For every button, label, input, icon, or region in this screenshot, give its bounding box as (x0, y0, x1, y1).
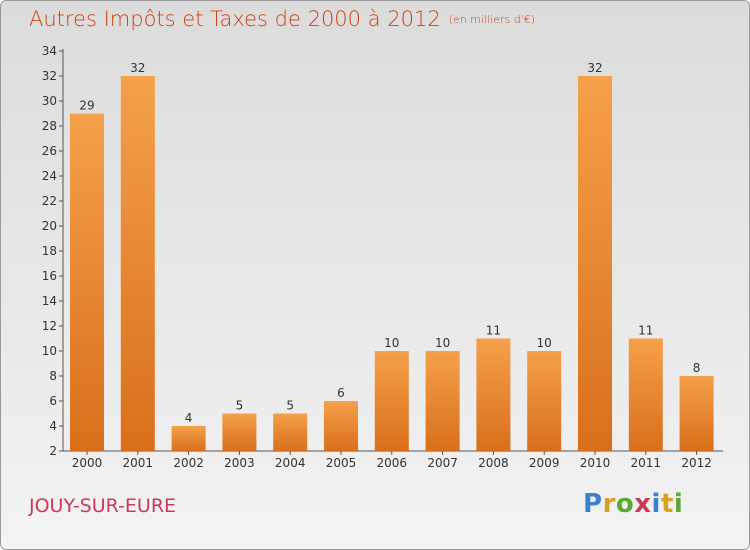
y-tick-label: 26 (42, 144, 57, 158)
x-tick-label: 2008 (478, 456, 509, 470)
logo-letter: r (602, 489, 616, 519)
logo-letter: i (673, 489, 684, 519)
x-tick-label: 2007 (427, 456, 458, 470)
chart-subtitle: (en milliers d'€) (448, 13, 535, 26)
bar-value-label: 10 (435, 336, 450, 350)
commune-name: JOUY-SUR-EURE (29, 495, 177, 517)
bar (120, 76, 155, 451)
bar (679, 376, 714, 451)
x-tick-label: 2012 (681, 456, 712, 470)
bar-value-label: 11 (486, 324, 501, 338)
bar (425, 351, 460, 451)
bar (171, 426, 206, 451)
logo-letter: x (634, 489, 652, 519)
x-tick-label: 2003 (224, 456, 255, 470)
bar-value-label: 32 (130, 61, 145, 75)
bar-value-label: 4 (185, 411, 193, 425)
x-tick-label: 2004 (275, 456, 306, 470)
y-tick-label: 12 (42, 319, 57, 333)
x-tick-label: 2010 (580, 456, 611, 470)
y-tick-label: 18 (42, 244, 57, 258)
bar (324, 401, 358, 451)
bar (374, 351, 409, 451)
x-tick-label: 2006 (377, 456, 408, 470)
bar (628, 338, 663, 451)
y-tick-label: 28 (42, 119, 57, 133)
bar-value-label: 5 (286, 399, 294, 413)
bar-value-label: 8 (693, 361, 701, 375)
y-tick-label: 20 (42, 219, 57, 233)
logo-letter: i (651, 489, 661, 519)
y-tick-label: 4 (49, 419, 57, 433)
bar-value-label: 10 (537, 336, 552, 350)
y-tick-label: 8 (49, 369, 57, 383)
proxiti-logo[interactable]: Proxiti (583, 489, 683, 519)
x-tick-label: 2005 (326, 456, 357, 470)
y-tick-label: 32 (42, 69, 57, 83)
bar-value-label: 6 (337, 386, 345, 400)
bar (273, 413, 308, 451)
title-text: Autres Impôts et Taxes de 2000 à 2012 (29, 7, 441, 31)
bar (578, 76, 612, 451)
x-tick-label: 2000 (72, 456, 103, 470)
x-tick-label: 2011 (631, 456, 662, 470)
x-tick-label: 2009 (529, 456, 560, 470)
y-tick-label: 2 (49, 444, 57, 458)
logo-letter: P (583, 489, 603, 519)
bar-value-label: 32 (587, 61, 602, 75)
y-tick-label: 24 (42, 169, 57, 183)
y-tick-label: 34 (42, 44, 57, 58)
bar (476, 338, 511, 451)
bar-value-label: 5 (236, 399, 244, 413)
y-tick-label: 6 (49, 394, 57, 408)
logo-letter: t (660, 489, 674, 519)
y-tick-label: 22 (42, 194, 57, 208)
bar-value-label: 10 (384, 336, 399, 350)
chart-title: Autres Impôts et Taxes de 2000 à 2012 (en… (29, 7, 535, 31)
y-tick-label: 10 (42, 344, 57, 358)
x-tick-label: 2001 (123, 456, 154, 470)
y-tick-label: 16 (42, 269, 57, 283)
bar (222, 413, 257, 451)
bar (527, 351, 562, 451)
bar-value-label: 29 (79, 99, 94, 113)
x-tick-label: 2002 (173, 456, 204, 470)
bar (70, 113, 104, 451)
y-tick-label: 30 (42, 94, 57, 108)
logo-letter: o (615, 489, 635, 519)
bar-value-label: 11 (638, 324, 653, 338)
y-tick-label: 14 (42, 294, 57, 308)
